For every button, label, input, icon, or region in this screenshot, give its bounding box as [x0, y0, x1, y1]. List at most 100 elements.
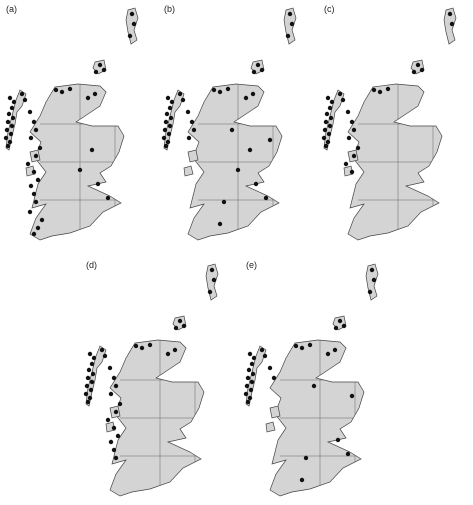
record-dot: [27, 109, 33, 115]
record-dot: [251, 355, 257, 361]
record-dot: [243, 95, 249, 101]
record-dot: [325, 351, 331, 357]
record-dot: [108, 391, 114, 397]
panel-label: (a): [6, 4, 17, 14]
record-dot: [28, 135, 34, 141]
record-dot: [377, 89, 383, 95]
record-dot: [147, 342, 153, 348]
record-dot: [299, 345, 305, 351]
record-dot: [255, 62, 261, 68]
record-dot: [229, 127, 235, 133]
record-dot: [86, 367, 92, 373]
map-panel: (c): [321, 4, 456, 242]
record-dot: [333, 325, 339, 331]
record-dot: [102, 353, 108, 359]
record-dot: [133, 343, 139, 349]
record-dot: [107, 365, 113, 371]
record-dot: [307, 342, 313, 348]
record-dot: [247, 351, 253, 357]
record-dot: [343, 161, 349, 167]
record-dot: [92, 91, 98, 97]
record-dot: [186, 135, 192, 141]
record-dot: [327, 105, 333, 111]
record-dot: [419, 67, 425, 73]
record-dot: [4, 127, 10, 133]
record-dot: [191, 127, 197, 133]
panel-label: (c): [324, 4, 335, 14]
record-dot: [244, 383, 250, 389]
record-dot: [177, 318, 183, 324]
record-dot: [351, 127, 357, 133]
record-dot: [33, 199, 39, 205]
record-dot: [355, 145, 361, 151]
record-dot: [345, 109, 351, 115]
record-dot: [189, 119, 195, 125]
record-dot: [129, 11, 135, 17]
record-dot: [33, 153, 39, 159]
record-dot: [180, 97, 186, 103]
record-dot: [168, 115, 174, 121]
map-panel: (d): [83, 260, 218, 498]
record-dot: [253, 181, 259, 187]
record-dot: [117, 401, 123, 407]
record-dot: [325, 139, 331, 145]
record-dot: [5, 143, 11, 149]
panel-label: (e): [246, 260, 257, 270]
record-dot: [243, 391, 249, 397]
record-dot: [59, 89, 65, 95]
record-dot: [88, 387, 94, 393]
record-dot: [337, 91, 343, 97]
record-dot: [99, 347, 105, 353]
record-dot: [113, 383, 119, 389]
map-outline: [6, 8, 138, 242]
record-dot: [340, 97, 346, 103]
record-dot: [329, 99, 335, 105]
record-dot: [323, 119, 329, 125]
record-dot: [209, 267, 215, 273]
record-dot: [111, 375, 117, 381]
record-dot: [105, 195, 111, 201]
record-dot: [332, 347, 338, 353]
record-dot: [245, 375, 251, 381]
record-dot: [250, 371, 256, 377]
record-dot: [89, 147, 95, 153]
record-dot: [91, 355, 97, 361]
record-dot: [166, 131, 172, 137]
record-dot: [447, 11, 453, 17]
record-dot: [326, 131, 332, 137]
record-dot: [173, 325, 179, 331]
record-dot: [323, 143, 329, 149]
record-dot: [449, 21, 455, 27]
record-dot: [322, 127, 328, 133]
record-dot: [263, 195, 269, 201]
record-dot: [3, 135, 9, 141]
record-dot: [161, 135, 167, 141]
record-dot: [335, 437, 341, 443]
record-dot: [337, 318, 343, 324]
record-dot: [211, 277, 217, 283]
record-dot: [225, 86, 231, 92]
record-dot: [35, 177, 41, 183]
record-dot: [31, 191, 37, 197]
record-dot: [85, 399, 91, 405]
record-dot: [341, 323, 347, 329]
record-dot: [111, 425, 117, 431]
record-dot: [127, 33, 133, 39]
record-dot: [185, 109, 191, 115]
record-dot: [87, 351, 93, 357]
record-dot: [369, 267, 375, 273]
record-dot: [211, 87, 217, 93]
record-dot: [7, 139, 13, 145]
record-dot: [131, 21, 137, 27]
record-dot: [248, 387, 254, 393]
record-dot: [247, 395, 253, 401]
record-dot: [7, 95, 13, 101]
record-dot: [84, 383, 90, 389]
record-dot: [267, 365, 273, 371]
record-dot: [207, 289, 213, 295]
map-outline: [86, 264, 218, 498]
record-dot: [162, 127, 168, 133]
record-dot: [35, 225, 41, 231]
record-dot: [351, 153, 357, 159]
